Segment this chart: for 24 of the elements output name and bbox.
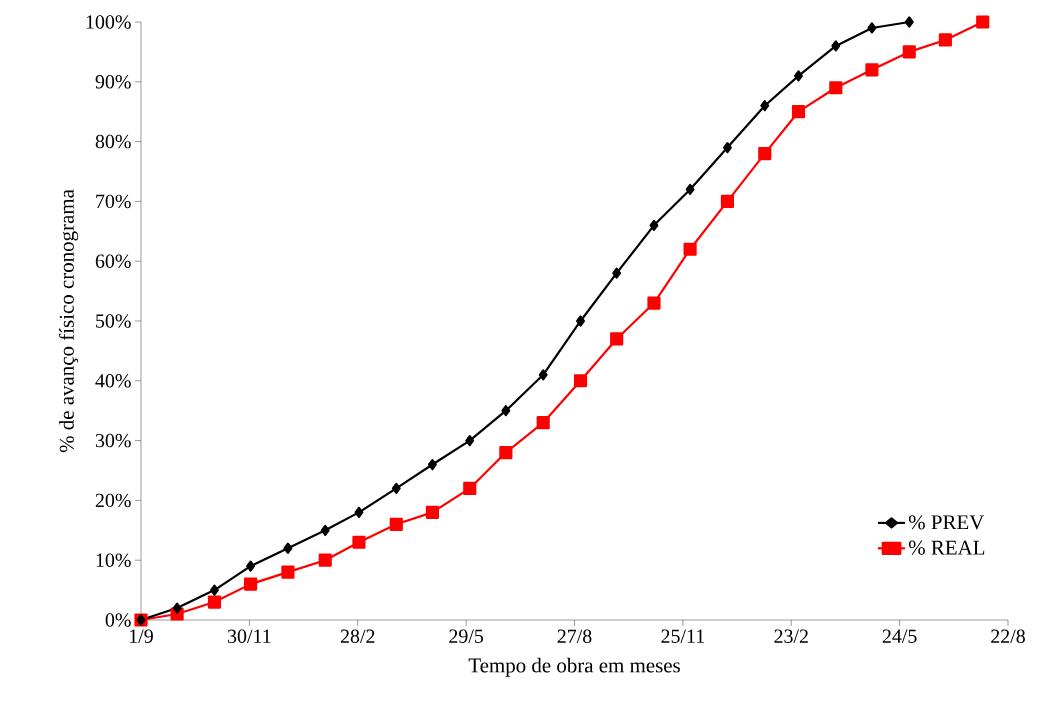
y-tick-label: 0%	[105, 613, 131, 627]
y-axis-title: % de avanço físico cronograma	[58, 189, 79, 453]
x-tick-label: 25/11	[661, 629, 705, 643]
y-tick-label: 70%	[96, 194, 131, 209]
y-tick-label: 50%	[96, 314, 131, 328]
x-tick-label: 27/8	[557, 629, 592, 643]
legend-label: % REAL	[908, 540, 985, 555]
y-tick-label: 60%	[95, 254, 131, 268]
x-tick-label: 23/2	[774, 629, 808, 643]
y-tick-label: 80%	[95, 134, 131, 149]
x-axis-title: Tempo de obra em meses	[468, 657, 680, 677]
y-tick-label: 20%	[95, 493, 131, 508]
y-tick-label: 90%	[95, 75, 131, 89]
x-tick-label: 29/5	[449, 629, 484, 643]
x-tick-label: 28/2	[340, 629, 375, 643]
x-tick-label: 1/9	[130, 629, 153, 643]
y-tick-label: 30%	[95, 433, 131, 448]
x-tick-label: 24/5	[882, 629, 917, 643]
x-tick-label: 22/8	[991, 629, 1025, 643]
y-tick-label: 100%	[86, 15, 131, 29]
y-tick-label: 40%	[95, 374, 131, 388]
x-tick-label: 30/11	[228, 629, 271, 643]
legend-label: % PREV	[908, 515, 985, 530]
y-tick-label: 10%	[96, 553, 131, 567]
